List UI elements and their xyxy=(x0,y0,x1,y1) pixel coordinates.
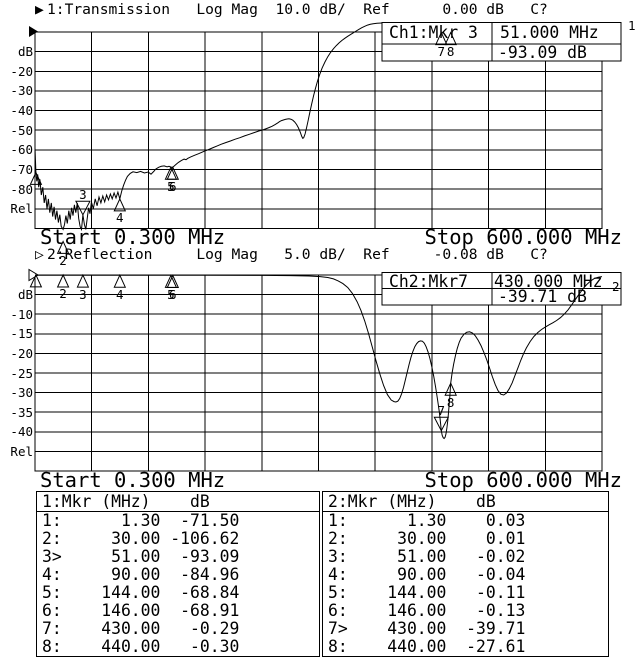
ch2-start-frequency: Start 0.300 MHz xyxy=(40,468,226,492)
marker-table-row: 8: 440.00 -27.61 xyxy=(328,637,526,657)
ch2-marker-6-label: 6 xyxy=(168,287,177,302)
ch1-marker-5-label: 5 xyxy=(167,178,175,194)
ch1-corner-wedge-icon xyxy=(29,26,38,37)
ch2-corner-wedge-icon xyxy=(28,268,39,282)
ch2-marker-table-rows: 1: 1.30 0.03 2: 30.00 0.01 3: 51.00 -0.02 4… xyxy=(323,511,608,657)
ch1-y-label--60: -60 xyxy=(10,142,33,158)
ch2-y-label--10: -10 xyxy=(10,306,33,322)
ch2-marker-3-label: 3 xyxy=(79,286,87,302)
marker-table-row: 5: 144.00 -0.11 xyxy=(328,583,526,603)
ch1-marker-7-icon xyxy=(435,31,448,46)
ch1-marker-8-label: 8 xyxy=(446,44,455,60)
marker-table-row: 2: 30.00 -106.62 xyxy=(42,529,240,549)
ch2-y-label--15: -15 xyxy=(10,326,33,342)
ch2-readout-frequency: 430.000 MHz xyxy=(494,272,603,291)
marker-table-row: 2: 30.00 0.01 xyxy=(328,529,526,549)
ch2-channel-badge: 2 xyxy=(612,279,620,294)
ch2-y-label--40: -40 xyxy=(10,424,33,440)
ch1-y-label--70: -70 xyxy=(10,161,33,177)
ch1-marker-7-label: 7 xyxy=(437,44,445,60)
ch2-y-label--25: -25 xyxy=(10,365,33,381)
ch1-y-label-dB: dB xyxy=(17,44,33,60)
ch1-marker-3-label: 3 xyxy=(79,186,87,202)
marker-table-row: 4: 90.00 -0.04 xyxy=(328,565,526,585)
ch1-marker-8-icon xyxy=(444,31,457,46)
ch1-header-arrow-icon: ▶ xyxy=(35,1,44,18)
ch2-y-label-dB: dB xyxy=(17,287,33,303)
ch2-marker-6-icon xyxy=(166,274,180,288)
ch1-stop-frequency: Stop 600.000 MHz xyxy=(424,225,622,249)
ch1-marker-6-icon xyxy=(166,166,180,180)
ch1-marker-6-label: 6 xyxy=(168,178,177,194)
marker-table-row: 7: 430.00 -0.29 xyxy=(42,619,240,639)
ch2-marker-4-icon xyxy=(113,273,127,288)
ch1-marker-table-header: 1:Mkr (MHz) dB xyxy=(37,492,319,512)
ch1-y-label-Rel: Rel xyxy=(10,201,33,217)
ch1-y-label--80: -80 xyxy=(10,181,33,197)
marker-table-row: 8: 440.00 -0.30 xyxy=(42,637,240,657)
ch2-marker-8-icon xyxy=(444,381,457,396)
ch2-stop-frequency: Stop 600.000 MHz xyxy=(424,468,622,492)
ch2-marker-table-header: 2:Mkr (MHz) dB xyxy=(323,492,608,512)
ch1-trace xyxy=(34,22,602,232)
ch1-y-label--40: -40 xyxy=(10,103,33,119)
ch2-marker-1-icon xyxy=(29,273,43,288)
marker-table-row: 6: 146.00 -0.13 xyxy=(328,601,526,621)
ch2-marker-2-icon xyxy=(56,273,70,288)
ch2-y-label--20: -20 xyxy=(10,345,33,361)
ch1-y-label--50: -50 xyxy=(10,122,33,138)
ch2-readout-marker: Ch2:Mkr7 xyxy=(389,272,468,291)
ch1-readout-box xyxy=(381,22,622,62)
ch2-readout-value: -39.71 dB xyxy=(498,287,587,306)
ch2-marker-4-label: 4 xyxy=(116,286,124,302)
marker-table-row: 1: 1.30 -71.50 xyxy=(42,511,240,530)
ch2-header-arrow-icon: ▷ xyxy=(35,246,44,263)
marker-table-row: 3> 51.00 -93.09 xyxy=(42,547,240,567)
ch2-y-label--35: -35 xyxy=(10,404,33,420)
ch1-marker-2-icon xyxy=(56,240,70,254)
ch2-marker-7-icon xyxy=(433,416,450,432)
ch1-marker-table-rows: 1: 1.30 -71.50 2: 30.00 -106.62 3> 51.00 -… xyxy=(37,511,319,657)
marker-table-row: 1: 1.30 0.03 xyxy=(328,511,526,530)
marker-table-row: 4: 90.00 -84.96 xyxy=(42,565,240,585)
ch1-readout-value: -93.09 dB xyxy=(498,43,587,62)
ch1-marker-2-label: 2 xyxy=(59,252,67,268)
ch2-marker-5-label: 5 xyxy=(167,286,175,302)
ch2-y-label-Rel: Rel xyxy=(10,443,33,459)
ch1-readout-marker: Ch1:Mkr 3 xyxy=(389,23,478,42)
ch1-marker-4-label: 4 xyxy=(116,210,124,226)
ch1-start-frequency: Start 0.300 MHz xyxy=(40,225,226,249)
ch1-y-label--30: -30 xyxy=(10,83,33,99)
marker-table-row: 6: 146.00 -68.91 xyxy=(42,601,240,621)
ch1-readout-frequency: 51.000 MHz xyxy=(500,23,599,42)
ch2-marker-table: 2:Mkr (MHz) dB 1: 1.30 0.03 2: 30.00 0.01… xyxy=(322,491,609,657)
ch2-y-label--30: -30 xyxy=(10,385,33,401)
marker-table-row: 5: 144.00 -68.84 xyxy=(42,583,240,603)
ch2-marker-3-icon xyxy=(76,273,90,288)
ch2-trace xyxy=(35,274,603,440)
ch1-header: 1:Transmission Log Mag 10.0 dB/ Ref 0.00… xyxy=(47,1,548,18)
ch1-marker-3-icon xyxy=(75,200,91,216)
ch2-header: 2:Reflection Log Mag 5.0 dB/ Ref -0.08 d… xyxy=(47,246,548,263)
ch2-marker-2-label: 2 xyxy=(59,286,67,302)
ch1-marker-1-icon xyxy=(29,171,43,185)
marker-table-row: 7> 430.00 -39.71 xyxy=(328,619,526,639)
marker-table-row: 3: 51.00 -0.02 xyxy=(328,547,526,567)
ch1-marker-table: 1:Mkr (MHz) dB 1: 1.30 -71.50 2: 30.00 -1… xyxy=(36,491,320,657)
ch1-channel-badge: 1 xyxy=(628,18,636,33)
ch2-marker-7-label: 7 xyxy=(437,402,445,418)
ch1-y-label--20: -20 xyxy=(10,63,33,79)
ch1-marker-4-icon xyxy=(113,197,127,212)
ch2-marker-8-label: 8 xyxy=(446,394,455,410)
